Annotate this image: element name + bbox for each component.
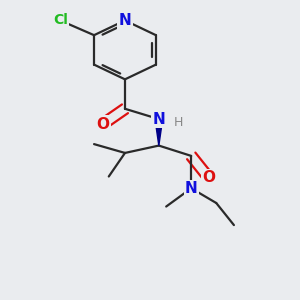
Text: H: H [173, 116, 183, 129]
Text: N: N [152, 112, 165, 127]
Text: Cl: Cl [53, 14, 68, 27]
Text: N: N [185, 181, 198, 196]
Polygon shape [155, 119, 163, 146]
Text: O: O [96, 117, 110, 132]
Text: N: N [118, 13, 131, 28]
Text: O: O [202, 170, 215, 185]
